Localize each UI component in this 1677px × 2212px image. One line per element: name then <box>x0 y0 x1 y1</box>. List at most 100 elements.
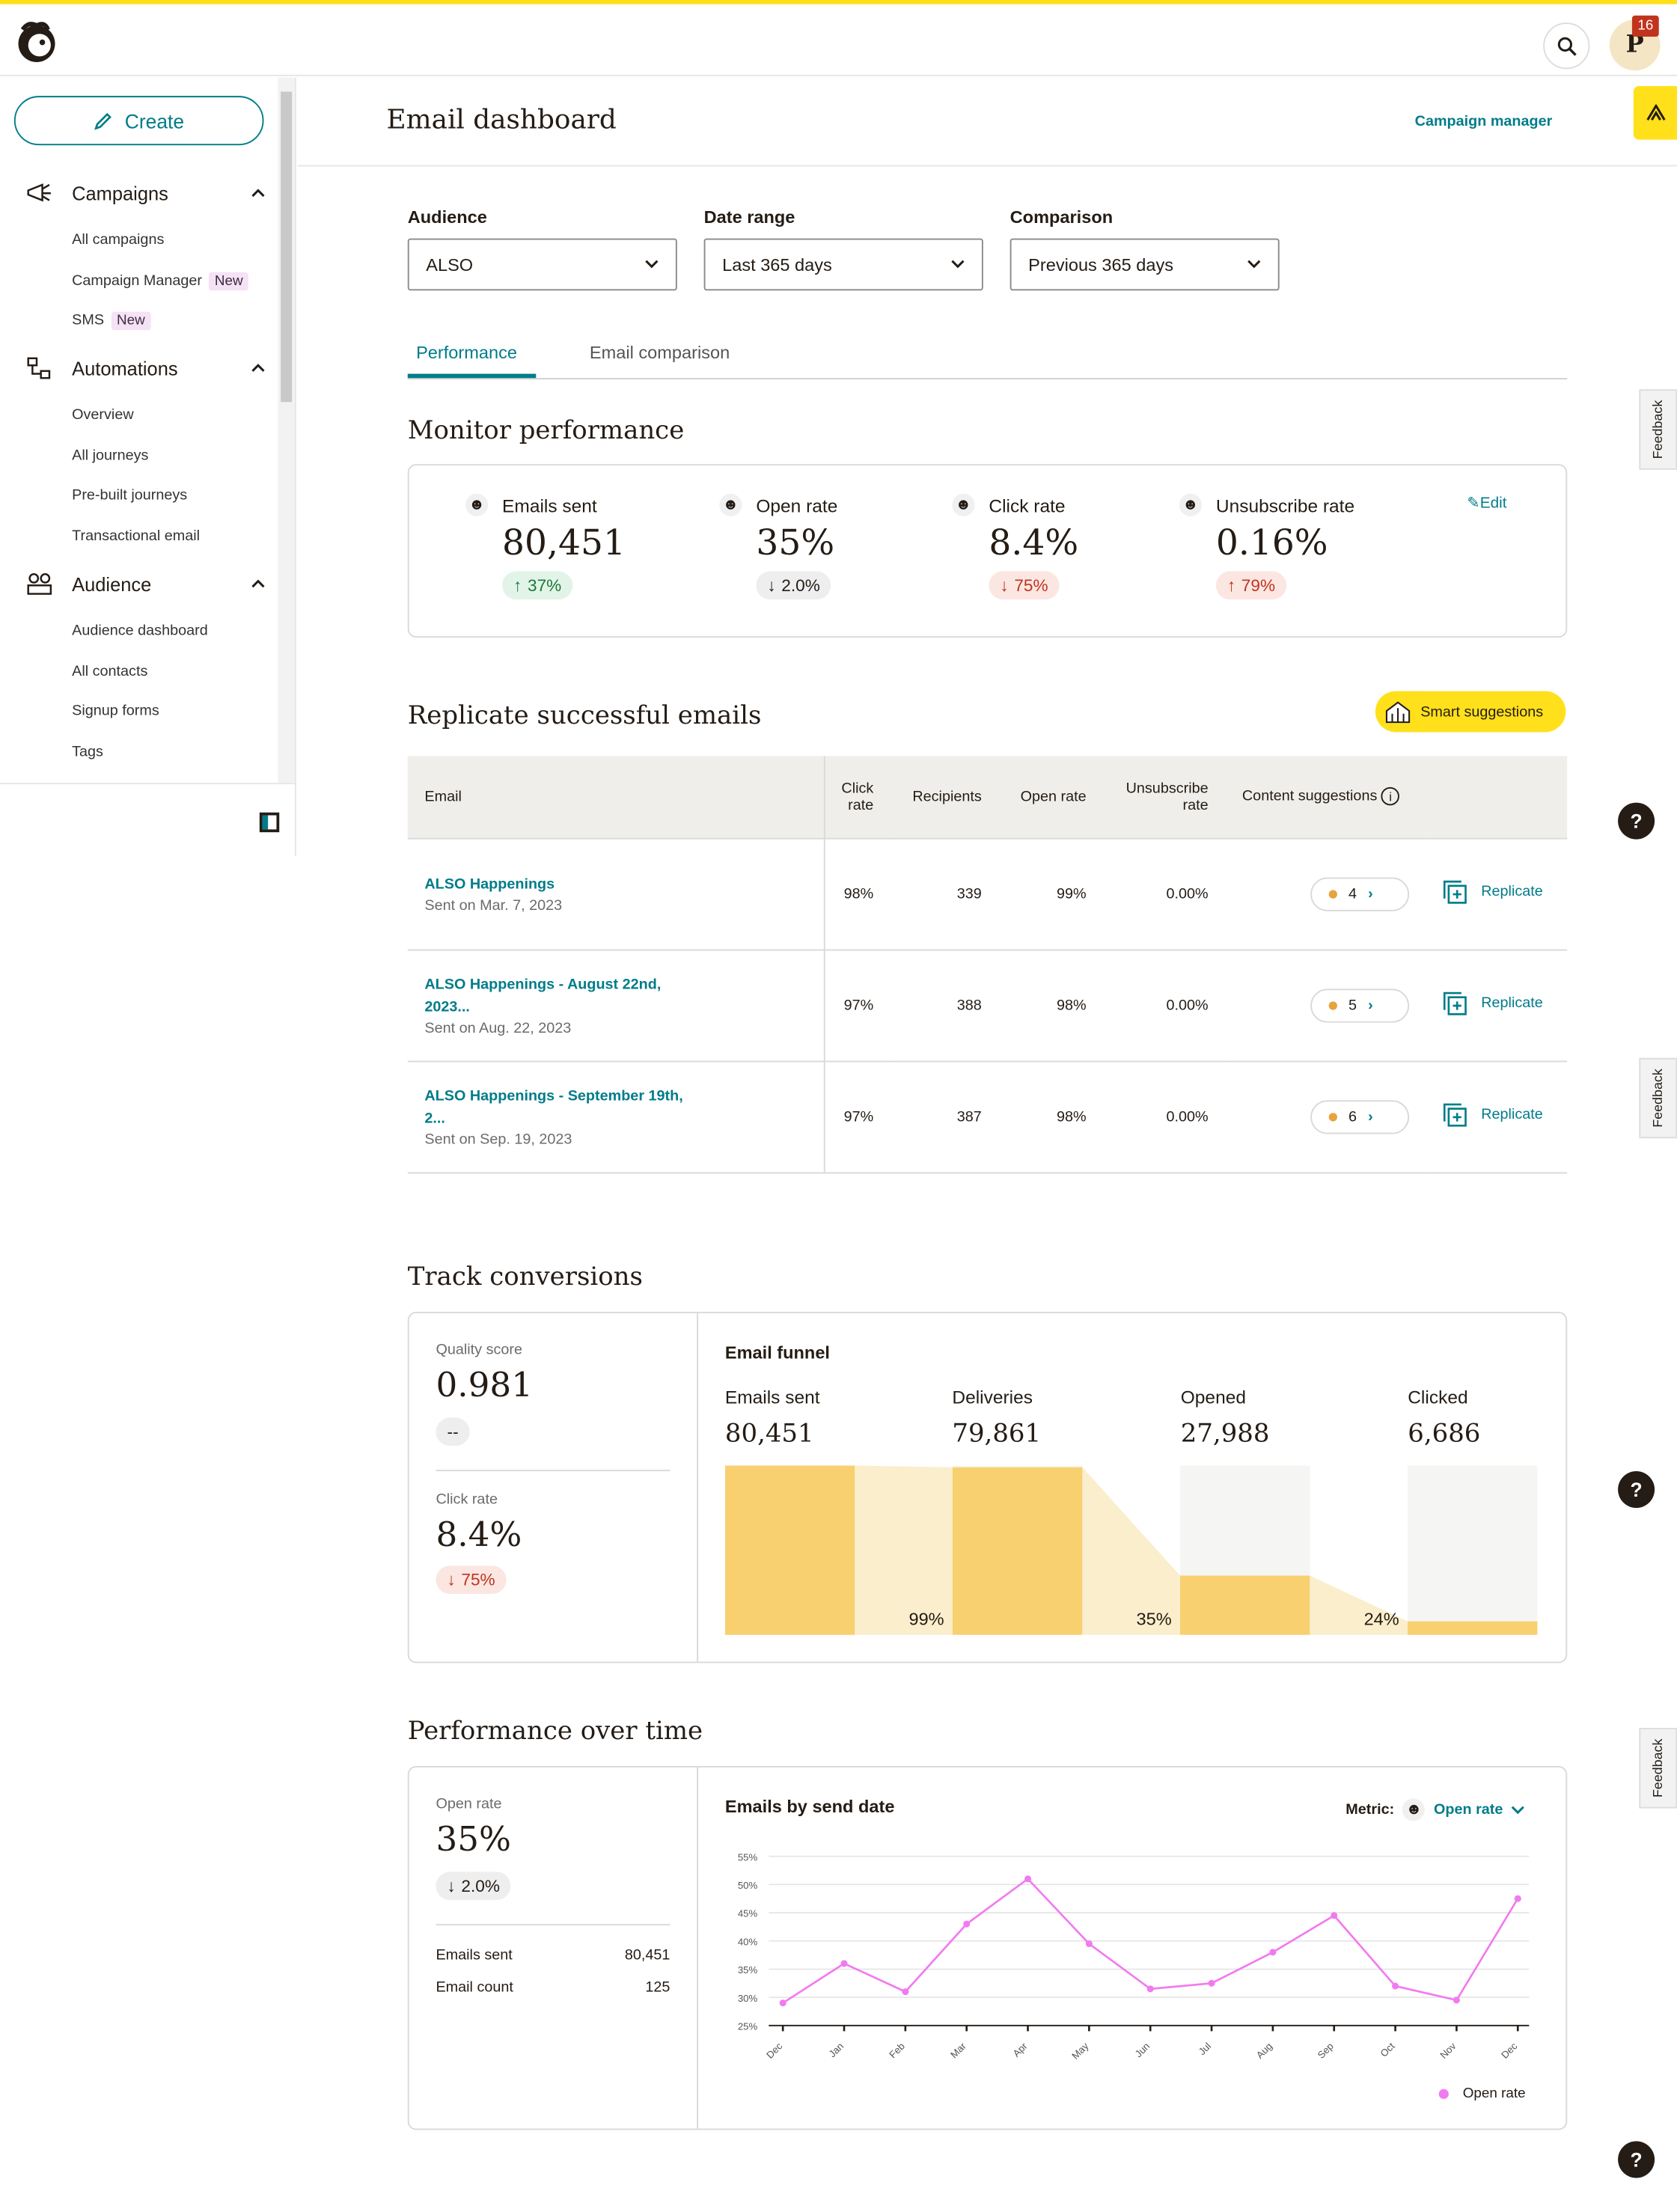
sidebar-section-label: Automations <box>72 357 178 379</box>
y-tick-label: 50% <box>738 1880 758 1891</box>
sidebar-item-sms[interactable]: SMS New <box>72 311 151 331</box>
feedback-tab[interactable]: Feedback <box>1639 1728 1677 1809</box>
help-button[interactable]: ? <box>1618 802 1655 840</box>
sidebar-item-pre-built-journeys[interactable]: Pre-built journeys <box>72 486 188 504</box>
collapse-sidebar-icon[interactable] <box>259 812 280 833</box>
new-badge: New <box>209 272 249 291</box>
click-rate-cell: 97% <box>823 949 891 1062</box>
replicate-icon <box>1443 1102 1467 1126</box>
help-button[interactable]: ? <box>1618 2141 1655 2178</box>
funnel-bar <box>1179 1575 1310 1635</box>
comparison-select[interactable]: Previous 365 days <box>1009 238 1280 291</box>
mailchimp-logo-icon[interactable] <box>14 19 59 67</box>
search-icon <box>1557 36 1576 55</box>
mailchimp-icon: ☻ <box>952 493 975 516</box>
funnel-connector <box>1082 1467 1180 1635</box>
create-button[interactable]: Create <box>13 96 264 146</box>
suggestions-pill[interactable]: 5 › <box>1310 988 1410 1022</box>
suggestions-pill[interactable]: 4 › <box>1310 876 1410 911</box>
metric-value: 8.4% <box>989 522 1079 563</box>
sidebar-item-label: Campaign Manager <box>72 272 202 290</box>
email-name-link[interactable]: ALSO Happenings <box>424 873 806 896</box>
mailchimp-icon: ☻ <box>719 493 742 516</box>
funnel-stage-label: Emails sent <box>724 1386 820 1408</box>
chevron-down-icon <box>951 260 965 269</box>
x-tick-label: Sep <box>1316 2041 1336 2061</box>
metric-change-badge: ↑ 37% <box>502 571 573 600</box>
audience-select[interactable]: ALSO <box>407 238 677 291</box>
sidebar-section-campaigns[interactable]: Campaigns <box>25 178 265 209</box>
email-cell: ALSO Happenings Sent on Mar. 7, 2023 <box>407 837 825 950</box>
metric-change-badge: ↑ 79% <box>1215 571 1287 600</box>
replicate-button[interactable]: Replicate <box>1443 991 1543 1015</box>
edit-metrics-link[interactable]: ✎Edit <box>1467 494 1506 513</box>
metric-label: Emails sent <box>502 494 597 516</box>
open-rate-line-chart: 25% 30% 35% 40% 45% 50% 55% Dec Jan Feb Mar Apr May J… <box>738 1851 1530 2062</box>
x-tick-label: Apr <box>1011 2040 1030 2059</box>
email-funnel-title: Email funnel <box>724 1342 830 1363</box>
suggestions-pill[interactable]: 6 › <box>1310 1099 1410 1134</box>
smart-suggestions-button[interactable]: Smart suggestions <box>1375 691 1566 733</box>
click-rate-label: Click rate <box>436 1491 498 1509</box>
campaign-manager-link[interactable]: Campaign manager <box>1414 112 1553 130</box>
replicate-label: Replicate <box>1481 883 1543 900</box>
metric-value: 80,451 <box>502 522 626 563</box>
metric-emails-sent: ☻ Emails sent 80,451 ↑ 37% <box>465 493 626 600</box>
feedback-tab[interactable]: Feedback <box>1639 1057 1677 1139</box>
sidebar-item-all-contacts[interactable]: All contacts <box>72 662 148 680</box>
x-tick-label: Feb <box>887 2041 907 2061</box>
metric-label: Click rate <box>989 494 1066 516</box>
metric-selector[interactable]: Metric: ☻ Open rate <box>1345 1798 1525 1821</box>
sidebar-item-all-campaigns[interactable]: All campaigns <box>72 231 165 248</box>
feedback-label: Feedback <box>1650 1069 1667 1128</box>
unsubscribe-rate-cell: 0.00% <box>1103 1060 1226 1173</box>
sidebar-item-campaign-manager[interactable]: Campaign Manager New <box>72 272 249 291</box>
tab-performance[interactable]: Performance <box>416 343 517 363</box>
metric-click-rate: ☻ Click rate 8.4% ↓ 75% <box>952 493 1079 600</box>
sidebar-section-audience[interactable]: Audience <box>25 569 265 599</box>
comparison-label: Comparison <box>1009 207 1114 227</box>
sidebar-item-audience-dashboard[interactable]: Audience dashboard <box>72 622 208 639</box>
open-rate-change: ↓ 2.0% <box>436 1872 512 1901</box>
y-tick-label: 40% <box>738 1936 758 1947</box>
sidebar-item-signup-forms[interactable]: Signup forms <box>72 702 159 720</box>
data-point <box>1514 1895 1521 1902</box>
email-name-link[interactable]: ALSO Happenings - August 22nd, 2023... <box>424 974 806 1018</box>
data-point <box>963 1920 971 1928</box>
replicate-button[interactable]: Replicate <box>1443 879 1543 903</box>
feedback-tab[interactable]: Feedback <box>1639 389 1677 470</box>
sidebar-footer <box>0 783 296 856</box>
metric-change-badge: ↓ 2.0% <box>756 571 831 600</box>
sidebar-section-automations[interactable]: Automations <box>25 352 265 383</box>
chevron-up-icon <box>251 189 265 198</box>
track-conversions-heading: Track conversions <box>407 1262 643 1292</box>
suggestions-cell: 5 › <box>1225 949 1426 1062</box>
help-button[interactable]: ? <box>1618 1471 1655 1509</box>
feedback-label: Feedback <box>1650 1738 1667 1798</box>
search-button[interactable] <box>1543 22 1590 70</box>
sidebar-item-all-journeys[interactable]: All journeys <box>72 447 149 465</box>
audience-select-value: ALSO <box>426 254 474 275</box>
sidebar-item-overview[interactable]: Overview <box>72 406 134 424</box>
recipients-cell: 339 <box>890 837 999 950</box>
funnel-conversion-pct: 35% <box>1137 1610 1172 1629</box>
date-range-select[interactable]: Last 365 days <box>703 238 983 291</box>
sidebar-item-transactional-email[interactable]: Transactional email <box>72 527 201 545</box>
tab-email-comparison[interactable]: Email comparison <box>589 343 730 363</box>
metric-value: 35% <box>756 522 835 563</box>
table-row: ALSO Happenings - September 19th, 2... Sen… <box>407 1060 1568 1173</box>
sidebar-item-tags[interactable]: Tags <box>72 743 103 761</box>
x-tick-label: Oct <box>1378 2040 1397 2059</box>
replicate-button[interactable]: Replicate <box>1443 1102 1543 1126</box>
column-header-recipients: Recipients <box>890 756 999 839</box>
email-sent-date: Sent on Sep. 19, 2023 <box>424 1131 572 1149</box>
sidebar-scroll-thumb[interactable] <box>281 91 293 403</box>
tab-divider <box>407 378 1568 380</box>
replicate-heading: Replicate successful emails <box>407 700 762 731</box>
funnel-bar-background <box>1408 1465 1538 1635</box>
info-icon[interactable]: i <box>1381 787 1400 806</box>
monitor-performance-card <box>407 464 1568 638</box>
email-name-link[interactable]: ALSO Happenings - September 19th, 2... <box>424 1085 806 1130</box>
x-tick-label: Mar <box>948 2040 968 2060</box>
extension-tab[interactable] <box>1633 85 1677 140</box>
